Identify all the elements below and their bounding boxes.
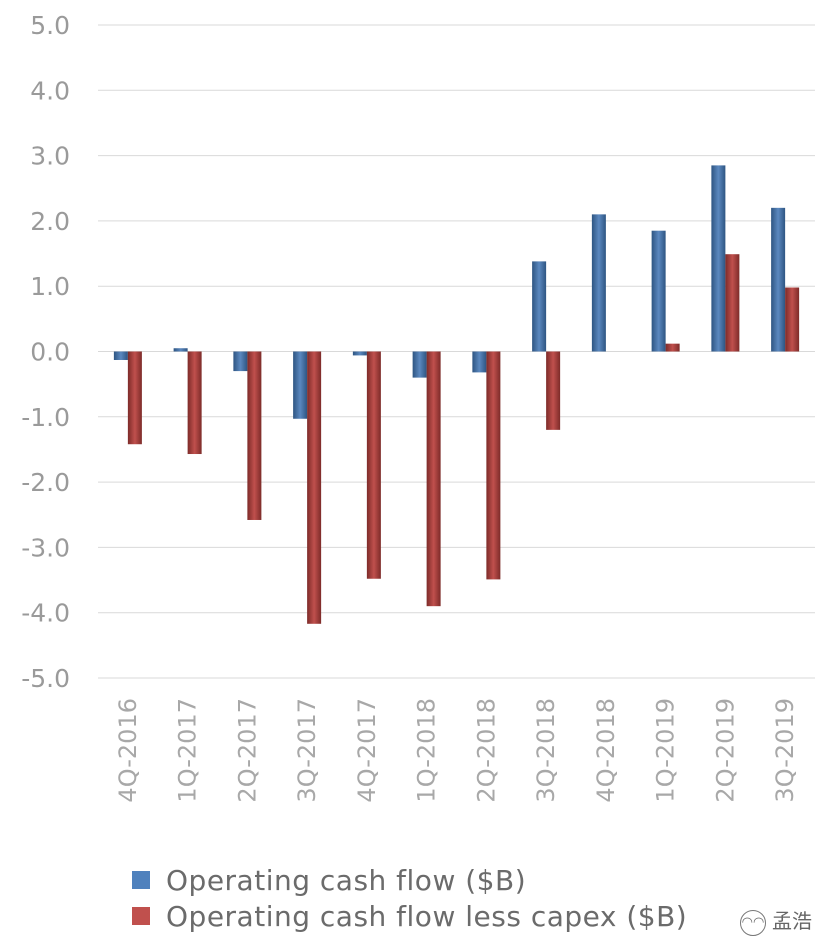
bar-operating-cash-flow[interactable] <box>651 230 666 352</box>
bar-operating-cash-flow[interactable] <box>352 351 367 356</box>
bar-operating-cash-flow[interactable] <box>412 351 427 378</box>
bar-operating-cash-flow[interactable] <box>113 351 128 360</box>
x-tick-label: 1Q-2019 <box>652 698 680 803</box>
legend-item-operating-cash-flow[interactable]: Operating cash flow ($B) <box>132 862 687 898</box>
x-tick-label: 4Q-2018 <box>592 698 620 803</box>
y-tick-label: 4.0 <box>30 76 70 105</box>
bars <box>113 165 800 624</box>
watermark-text: 孟浩 <box>772 909 812 933</box>
y-tick-label: -1.0 <box>21 403 70 432</box>
x-tick-label: 3Q-2019 <box>771 698 799 803</box>
x-tick-label: 3Q-2018 <box>532 698 560 803</box>
bar-cash-flow-less-capex[interactable] <box>546 351 561 430</box>
y-tick-label: -2.0 <box>21 468 70 497</box>
bar-operating-cash-flow[interactable] <box>472 351 487 373</box>
x-tick-label: 2Q-2017 <box>233 698 261 803</box>
bar-cash-flow-less-capex[interactable] <box>127 351 142 445</box>
bar-operating-cash-flow[interactable] <box>591 214 606 352</box>
bar-operating-cash-flow[interactable] <box>711 165 726 352</box>
legend-label: Operating cash flow less capex ($B) <box>166 899 688 933</box>
bar-chart: 5.0 4.0 3.0 2.0 1.0 0.0 -1.0 -2.0 -3.0 -4.0 -5.0 4… <box>21 11 815 803</box>
x-tick-label: 3Q-2017 <box>293 698 321 803</box>
bar-cash-flow-less-capex[interactable] <box>785 287 800 352</box>
bar-cash-flow-less-capex[interactable] <box>426 351 441 607</box>
bar-operating-cash-flow[interactable] <box>173 348 188 352</box>
bar-operating-cash-flow[interactable] <box>233 351 248 372</box>
bar-operating-cash-flow[interactable] <box>293 351 308 419</box>
y-tick-label: 5.0 <box>30 11 70 40</box>
x-axis: 4Q-2016 1Q-2017 2Q-2017 3Q-2017 4Q-2017 1Q-20… <box>114 698 799 803</box>
y-tick-label: 3.0 <box>30 142 70 171</box>
bar-operating-cash-flow[interactable] <box>532 261 547 352</box>
wechat-logo-icon: ◠◠ <box>740 909 766 936</box>
bar-cash-flow-less-capex[interactable] <box>366 351 381 579</box>
bar-operating-cash-flow[interactable] <box>771 207 786 352</box>
legend-swatch-red <box>132 907 150 925</box>
legend-label: Operating cash flow ($B) <box>166 863 527 897</box>
gridlines <box>98 24 815 679</box>
bar-cash-flow-less-capex[interactable] <box>486 351 501 580</box>
y-tick-label: 1.0 <box>30 272 70 301</box>
y-tick-label: -5.0 <box>21 664 70 693</box>
x-tick-label: 1Q-2018 <box>413 698 441 803</box>
x-tick-label: 2Q-2018 <box>472 698 500 803</box>
y-axis: 5.0 4.0 3.0 2.0 1.0 0.0 -1.0 -2.0 -3.0 -4.0 -5.0 <box>21 11 70 693</box>
legend: Operating cash flow ($B) Operating cash … <box>132 862 687 934</box>
bar-cash-flow-less-capex[interactable] <box>187 351 202 455</box>
y-tick-label: 0.0 <box>30 338 70 367</box>
legend-item-cash-flow-less-capex[interactable]: Operating cash flow less capex ($B) <box>132 898 687 934</box>
x-tick-label: 4Q-2017 <box>353 698 381 803</box>
bar-cash-flow-less-capex[interactable] <box>307 351 322 624</box>
x-tick-label: 4Q-2016 <box>114 698 142 803</box>
bar-cash-flow-less-capex[interactable] <box>247 351 262 520</box>
legend-swatch-blue <box>132 871 150 889</box>
y-tick-label: 2.0 <box>30 207 70 236</box>
bar-cash-flow-less-capex[interactable] <box>665 343 680 352</box>
x-tick-label: 2Q-2019 <box>711 698 739 803</box>
bar-cash-flow-less-capex[interactable] <box>725 254 740 352</box>
y-tick-label: -3.0 <box>21 533 70 562</box>
watermark: ◠◠ 孟浩 <box>740 905 812 936</box>
x-tick-label: 1Q-2017 <box>174 698 202 803</box>
y-tick-label: -4.0 <box>21 599 70 628</box>
